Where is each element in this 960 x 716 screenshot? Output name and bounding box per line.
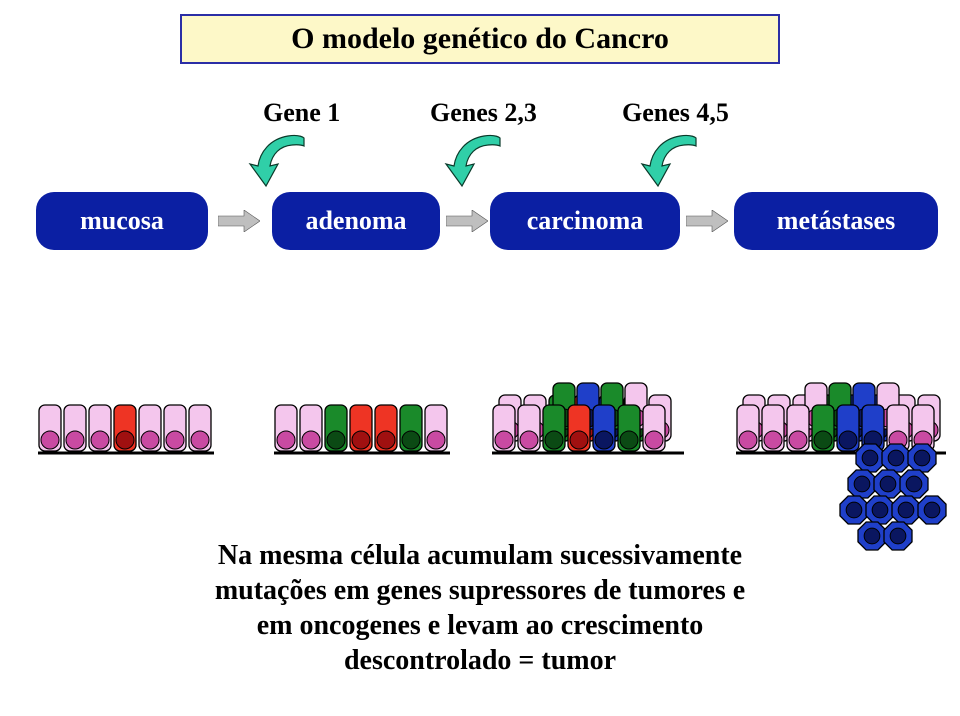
curved-arrow-icon [444, 132, 508, 188]
caption-line: Na mesma célula acumulam sucessivamente [130, 538, 830, 573]
block-arrow-icon [446, 210, 488, 232]
curved-arrow-icon [640, 132, 704, 188]
stage-box: carcinoma [490, 192, 680, 250]
slide-title-text: O modelo genético do Cancro [291, 22, 669, 56]
block-arrow-icon [218, 210, 260, 232]
gene-label: Genes 4,5 [622, 98, 729, 128]
caption-line: descontrolado = tumor [130, 643, 830, 678]
curved-arrow-icon [248, 132, 312, 188]
cell-panel [734, 324, 954, 509]
gene-label: Genes 2,3 [430, 98, 537, 128]
block-arrow-icon [686, 210, 728, 232]
cell-panel [490, 324, 710, 509]
cell-panel [272, 324, 492, 509]
stage-box: mucosa [36, 192, 208, 250]
cell-panel [36, 324, 256, 509]
stage-box: adenoma [272, 192, 440, 250]
caption: Na mesma célula acumulam sucessivamente … [130, 538, 830, 678]
slide-title-box: O modelo genético do Cancro [180, 14, 780, 64]
stage-box: metástases [734, 192, 938, 250]
gene-label: Gene 1 [263, 98, 340, 128]
caption-line: em oncogenes e levam ao crescimento [130, 608, 830, 643]
caption-line: mutações em genes supressores de tumores… [130, 573, 830, 608]
